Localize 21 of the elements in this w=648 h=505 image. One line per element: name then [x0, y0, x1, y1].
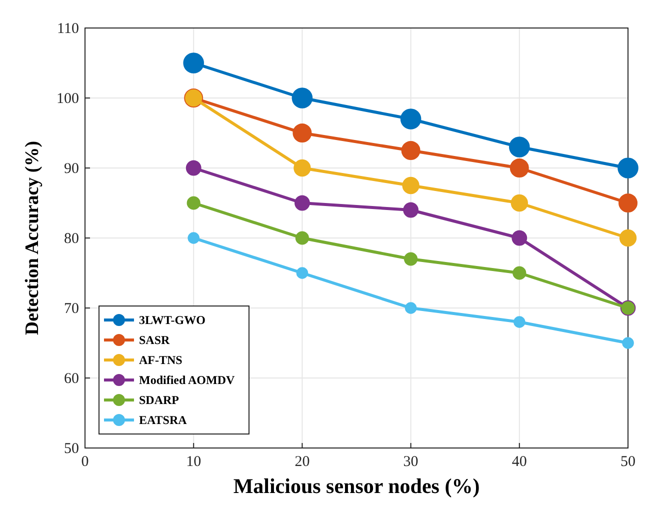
y-axis-title: Detection Accuracy (%): [22, 140, 43, 336]
x-tick-label: 10: [186, 454, 202, 470]
x-tick-label: 20: [294, 454, 310, 470]
y-tick-label: 50: [64, 441, 79, 457]
legend-label: SASR: [139, 333, 170, 347]
legend-label: Modified AOMDV: [139, 373, 235, 387]
y-tick-label: 110: [57, 21, 79, 37]
y-tick-label: 100: [56, 91, 79, 107]
legend-label: EATSRA: [139, 413, 188, 427]
x-tick-label: 40: [512, 454, 527, 470]
legend-label: 3LWT-GWO: [139, 313, 206, 327]
x-tick-label: 30: [403, 454, 418, 470]
y-tick-label: 60: [64, 371, 79, 387]
y-tick-label: 90: [64, 161, 79, 177]
x-tick-label: 0: [81, 454, 89, 470]
legend-label: AF-TNS: [139, 353, 183, 367]
x-tick-label: 50: [620, 454, 636, 470]
y-tick-label: 70: [64, 301, 79, 317]
y-tick-label: 80: [64, 231, 79, 247]
legend-label: SDARP: [139, 393, 180, 407]
x-axis-title: Malicious sensor nodes (%): [233, 474, 480, 498]
